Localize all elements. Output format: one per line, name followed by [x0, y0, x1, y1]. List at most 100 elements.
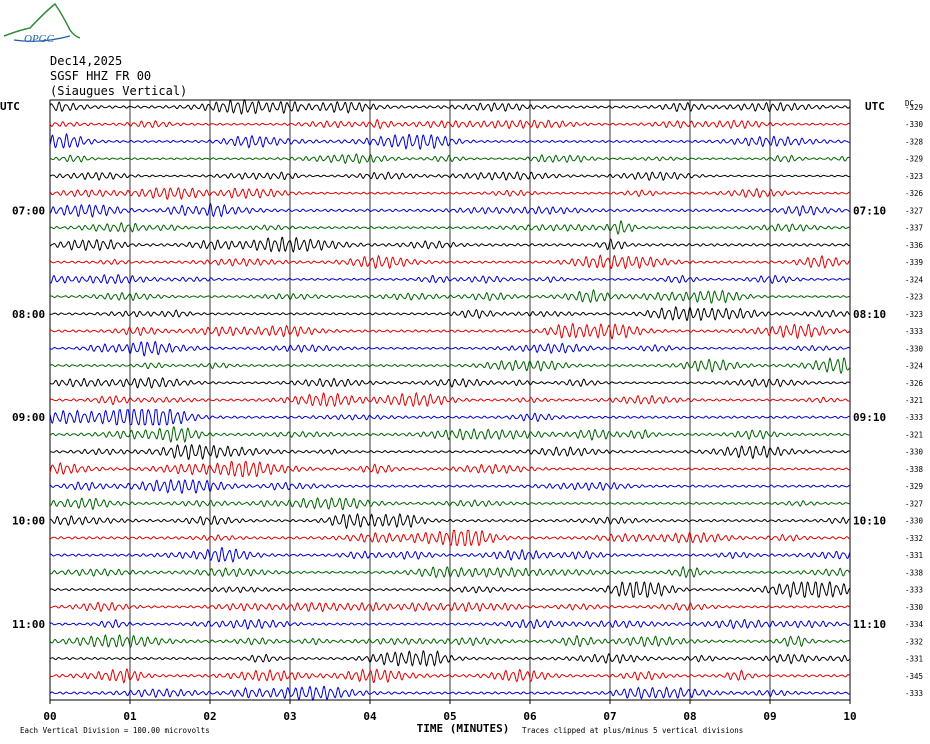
right-time-label: 09:10: [853, 411, 886, 424]
clip-note: Traces clipped at plus/minus 5 vertical …: [522, 726, 743, 735]
trace-line: [49, 546, 851, 563]
dc-offset-label: -323: [905, 172, 923, 181]
x-tick-label: 06: [523, 710, 537, 723]
trace-line: [49, 634, 851, 649]
dc-offset-label: -345: [905, 672, 923, 681]
trace-line: [49, 685, 851, 702]
dc-offset-label: -328: [905, 137, 924, 146]
trace-line: [49, 479, 851, 495]
trace-line: [49, 460, 851, 478]
trace-line: [49, 497, 851, 511]
dc-offset-label: -333: [905, 586, 923, 595]
dc-offset-label: -330: [905, 120, 924, 129]
scale-note: Each Vertical Division = 100.00 microvol…: [20, 726, 210, 735]
label-layer: 00 01 02 03 04 05 06 07 08 09 10 -329 -330 -328 -329 -3…: [0, 99, 924, 735]
dc-offset-label: -331: [905, 655, 923, 664]
x-tick-label: 03: [283, 710, 296, 723]
dc-offset-label: -339: [905, 258, 923, 267]
right-time-label: 10:10: [853, 515, 886, 528]
dc-offset-label: -326: [905, 379, 924, 388]
x-tick-label: 02: [203, 710, 216, 723]
dc-offset-label: -321: [905, 430, 923, 439]
left-time-label: 10:00: [12, 515, 45, 528]
x-tick-label: 08: [683, 710, 696, 723]
left-time-label: 11:00: [12, 618, 45, 631]
dc-offset-label: -333: [905, 689, 923, 698]
dc-offset-label: -321: [905, 396, 923, 405]
x-tick-label: 09: [763, 710, 776, 723]
dc-offset-label: -329: [905, 155, 923, 164]
trace-line: [49, 236, 851, 253]
header-location: (Siaugues Vertical): [50, 84, 188, 98]
trace-line: [49, 153, 851, 165]
trace-line: [49, 443, 851, 460]
dc-offset-label: -324: [905, 362, 924, 371]
x-tick-label: 07: [603, 710, 616, 723]
logo-text: OPGC: [24, 33, 55, 45]
trace-line: [49, 668, 851, 684]
opgc-logo: OPGC: [3, 2, 80, 45]
trace-line: [49, 565, 851, 579]
header-date: Dec14,2025: [50, 54, 123, 68]
dc-offset-label: -338: [905, 568, 924, 577]
logo-arc: [13, 35, 71, 42]
dc-offset-label: -327: [905, 499, 923, 508]
x-tick-label: 04: [363, 710, 377, 723]
trace-line: [49, 409, 851, 426]
x-tick-label: 00: [43, 710, 56, 723]
trace-line: [49, 618, 851, 630]
trace-line: [49, 99, 851, 116]
dc-offset-label: -332: [905, 637, 923, 646]
trace-line: [49, 357, 851, 374]
dc-offset-label: -323: [905, 293, 923, 302]
trace-line: [49, 426, 851, 444]
dc-offset-label: -329: [905, 103, 923, 112]
trace-line: [49, 171, 851, 181]
dc-offset-label: -333: [905, 327, 923, 336]
trace-line: [49, 289, 851, 304]
right-time-label: 07:10: [853, 204, 886, 217]
left-time-label: 09:00: [12, 411, 45, 424]
trace-line: [49, 340, 851, 357]
dc-offset-label: -323: [905, 310, 923, 319]
logo-swoosh: [3, 2, 80, 39]
trace-line: [49, 529, 851, 547]
dc-offset-label: -326: [905, 189, 924, 198]
dc-offset-label: -330: [905, 517, 924, 526]
trace-line: [49, 581, 851, 599]
right-time-label: 11:10: [853, 618, 886, 631]
dc-offset-label: -337: [905, 224, 923, 233]
x-axis-title: TIME (MINUTES): [417, 722, 510, 735]
trace-line: [49, 322, 851, 340]
trace-line: [49, 601, 851, 613]
trace-layer: [49, 99, 851, 702]
trace-line: [49, 187, 851, 201]
x-tick-label: 05: [443, 710, 456, 723]
left-axis-title: UTC: [0, 100, 20, 113]
dc-offset-label: -329: [905, 482, 923, 491]
right-time-label: 08:10: [853, 308, 886, 321]
trace-line: [49, 306, 851, 322]
dc-offset-label: -336: [905, 241, 924, 250]
header-station: SGSF HHZ FR 00: [50, 69, 152, 83]
dc-offset-label: -324: [905, 275, 924, 284]
trace-line: [49, 254, 851, 270]
trace-line: [49, 273, 851, 285]
x-tick-label: 10: [843, 710, 856, 723]
dc-offset-label: -338: [905, 465, 924, 474]
dc-offset-label: -333: [905, 413, 923, 422]
trace-line: [49, 513, 851, 530]
trace-line: [49, 391, 851, 408]
left-time-label: 08:00: [12, 308, 45, 321]
trace-line: [49, 202, 851, 218]
trace-line: [50, 220, 851, 235]
dc-offset-label: -330: [905, 448, 924, 457]
trace-line: [49, 650, 851, 667]
dc-header: DC: [905, 99, 914, 108]
dc-offset-label: -330: [905, 603, 924, 612]
trace-line: [49, 119, 851, 130]
dc-offset-label: -330: [905, 344, 924, 353]
trace-line: [49, 377, 851, 389]
